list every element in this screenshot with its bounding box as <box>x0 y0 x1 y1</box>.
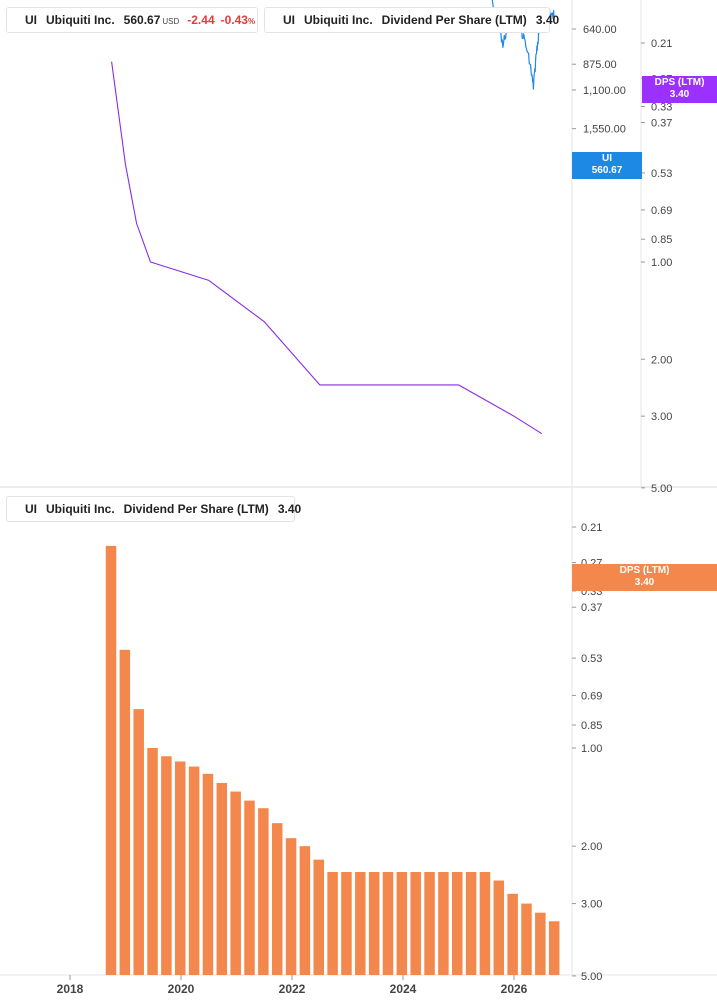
dps-bar-6 <box>188 766 200 975</box>
x-tick-label-4: 2026 <box>501 982 528 996</box>
dps-bottom-tick-label-5: 0.69 <box>581 690 602 702</box>
price-tag-value: 560.67 <box>591 165 623 176</box>
price-tick-label-9: 640.00 <box>583 24 617 36</box>
dps-tag-top: DPS (LTM) 3.40 <box>642 76 717 103</box>
legend-price-change: -2.44 <box>187 13 215 27</box>
dps-bar-26 <box>465 871 477 975</box>
x-tick-label-0: 2018 <box>57 982 84 996</box>
legend-dps-top-symbol: UI <box>283 13 295 27</box>
dps-bar-5 <box>175 761 186 975</box>
dps-bar-23 <box>424 871 435 975</box>
dps-bar-10 <box>244 800 255 975</box>
dps-bar-17 <box>341 871 352 975</box>
dps-bar-18 <box>355 871 366 975</box>
dps-bar-32 <box>548 921 560 975</box>
legend-dps-top-name: Ubiquiti Inc. <box>304 13 373 27</box>
dps-tag-bottom-label: DPS (LTM) <box>619 565 670 576</box>
x-tick-label-3: 2024 <box>390 982 417 996</box>
dps-top-tick-label-2: 0.33 <box>651 101 672 113</box>
dps-bar-21 <box>396 871 408 975</box>
dps-top-tick-label-6: 0.85 <box>651 234 672 246</box>
legend-dps-bottom-metric: Dividend Per Share (LTM) <box>123 502 269 516</box>
dps-line <box>111 61 543 435</box>
dps-bar-25 <box>452 871 463 975</box>
dps-bar-1 <box>119 649 131 975</box>
series-lines[interactable] <box>0 0 555 435</box>
dps-top-tick-label-3: 0.37 <box>651 117 672 129</box>
dps-tag-bottom-value: 3.40 <box>634 577 655 588</box>
price-tag: UI 560.67 <box>572 152 642 179</box>
legend-dps-bottom[interactable]: UI Ubiquiti Inc. Dividend Per Share (LTM… <box>6 496 301 522</box>
dps-bar-29 <box>507 893 518 975</box>
legend-price-change-pct: -0.43% <box>221 13 255 27</box>
dps-bottom-tick-label-4: 0.53 <box>581 653 602 665</box>
price-axis: 35.0050.0055.0090.00125.00150.00240.0033… <box>572 24 626 164</box>
dps-bar-3 <box>147 748 158 975</box>
legend-dps-bottom-name: Ubiquiti Inc. <box>46 502 115 516</box>
dps-bar-0 <box>105 545 117 975</box>
dps-bar-27 <box>479 871 491 975</box>
legend-price-name: Ubiquiti Inc. <box>46 13 115 27</box>
dps-bottom-tick-label-0: 0.21 <box>581 522 602 534</box>
dps-bar-19 <box>368 871 380 975</box>
dps-bottom-tick-label-8: 2.00 <box>581 841 602 853</box>
dps-bar-8 <box>216 782 228 975</box>
dps-bar-4 <box>161 756 172 975</box>
dps-bars[interactable] <box>105 545 560 975</box>
dps-bar-20 <box>382 871 394 975</box>
legend-dps-top[interactable]: UI Ubiquiti Inc. Dividend Per Share (LTM… <box>264 7 559 33</box>
price-tag-symbol: UI <box>602 153 612 164</box>
dps-bar-14 <box>299 846 311 975</box>
dps-top-tick-label-10: 5.00 <box>651 483 672 495</box>
legend-dps-top-metric: Dividend Per Share (LTM) <box>381 13 527 27</box>
legend-dps-bottom-symbol: UI <box>25 502 37 516</box>
dps-top-tick-label-5: 0.69 <box>651 205 672 217</box>
price-tick-label-11: 1,100.00 <box>583 85 626 97</box>
dps-axis-bottom: 0.210.270.330.370.530.690.851.002.003.00… <box>572 522 602 983</box>
dps-bottom-tick-label-10: 5.00 <box>581 971 602 983</box>
dps-bar-22 <box>410 871 421 975</box>
dps-top-tick-label-7: 1.00 <box>651 257 672 269</box>
dps-bar-30 <box>521 903 532 975</box>
price-tick-label-10: 875.00 <box>583 59 617 71</box>
x-tick-label-1: 2020 <box>168 982 195 996</box>
legend-price[interactable]: UI Ubiquiti Inc. 560.67 USD -2.44 -0.43% <box>6 7 258 33</box>
legend-price-pct-sign: % <box>247 17 256 26</box>
dps-top-tick-label-9: 3.00 <box>651 411 672 423</box>
dps-bar-16 <box>327 871 338 975</box>
dps-bar-12 <box>271 823 283 975</box>
price-tick-label-12: 1,550.00 <box>583 124 626 136</box>
legend-dps-bottom-value: 3.40 <box>277 502 302 516</box>
dps-bar-15 <box>313 859 324 975</box>
dps-bar-9 <box>230 791 241 975</box>
dps-bar-11 <box>258 808 269 975</box>
dps-bottom-tick-label-9: 3.00 <box>581 899 602 911</box>
legend-price-value: 560.67 <box>123 13 161 27</box>
x-tick-label-2: 2022 <box>279 982 306 996</box>
dps-bottom-tick-label-3: 0.37 <box>581 602 602 614</box>
legend-dps-top-value: 3.40 <box>535 13 560 27</box>
dps-top-tick-label-8: 2.00 <box>651 354 672 366</box>
dps-tag-top-value: 3.40 <box>669 89 690 100</box>
dps-tag-bottom: DPS (LTM) 3.40 <box>572 564 717 591</box>
dps-bar-28 <box>493 880 505 975</box>
legend-price-change-pct-value: -0.43 <box>220 13 248 27</box>
dps-top-tick-label-0: 0.21 <box>651 38 672 50</box>
dps-axis-top: 0.210.270.330.370.530.690.851.002.003.00… <box>641 38 672 495</box>
dps-bar-31 <box>535 912 546 975</box>
dps-bar-13 <box>285 838 297 975</box>
dps-tag-top-label: DPS (LTM) <box>654 77 705 88</box>
x-axis: 2018 2020 2022 2024 2026 <box>57 975 528 996</box>
dps-bottom-tick-label-7: 1.00 <box>581 743 602 755</box>
dps-bar-7 <box>202 773 214 975</box>
dps-top-tick-label-4: 0.53 <box>651 168 672 180</box>
dps-bar-24 <box>438 871 449 975</box>
dps-bar-2 <box>133 709 144 975</box>
legend-price-currency: USD <box>162 17 180 26</box>
dps-bottom-tick-label-6: 0.85 <box>581 720 602 732</box>
legend-price-symbol: UI <box>25 13 37 27</box>
